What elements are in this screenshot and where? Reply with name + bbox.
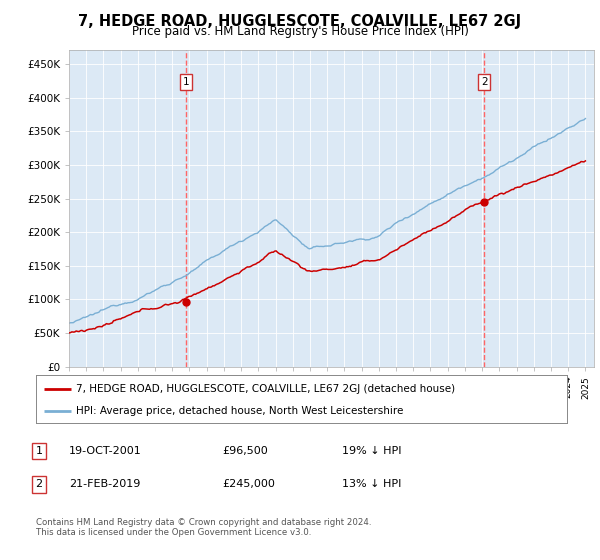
Text: 1: 1 [183,77,190,87]
Text: 21-FEB-2019: 21-FEB-2019 [69,479,140,489]
Text: £245,000: £245,000 [222,479,275,489]
Text: HPI: Average price, detached house, North West Leicestershire: HPI: Average price, detached house, Nort… [76,406,403,416]
Text: 19-OCT-2001: 19-OCT-2001 [69,446,142,456]
Text: Contains HM Land Registry data © Crown copyright and database right 2024.
This d: Contains HM Land Registry data © Crown c… [36,518,371,538]
Text: Price paid vs. HM Land Registry's House Price Index (HPI): Price paid vs. HM Land Registry's House … [131,25,469,38]
Text: 19% ↓ HPI: 19% ↓ HPI [342,446,401,456]
Text: 2: 2 [35,479,43,489]
Text: 1: 1 [35,446,43,456]
Text: 13% ↓ HPI: 13% ↓ HPI [342,479,401,489]
Text: £96,500: £96,500 [222,446,268,456]
Text: 7, HEDGE ROAD, HUGGLESCOTE, COALVILLE, LE67 2GJ (detached house): 7, HEDGE ROAD, HUGGLESCOTE, COALVILLE, L… [76,384,455,394]
Text: 7, HEDGE ROAD, HUGGLESCOTE, COALVILLE, LE67 2GJ: 7, HEDGE ROAD, HUGGLESCOTE, COALVILLE, L… [79,14,521,29]
Text: 2: 2 [481,77,487,87]
